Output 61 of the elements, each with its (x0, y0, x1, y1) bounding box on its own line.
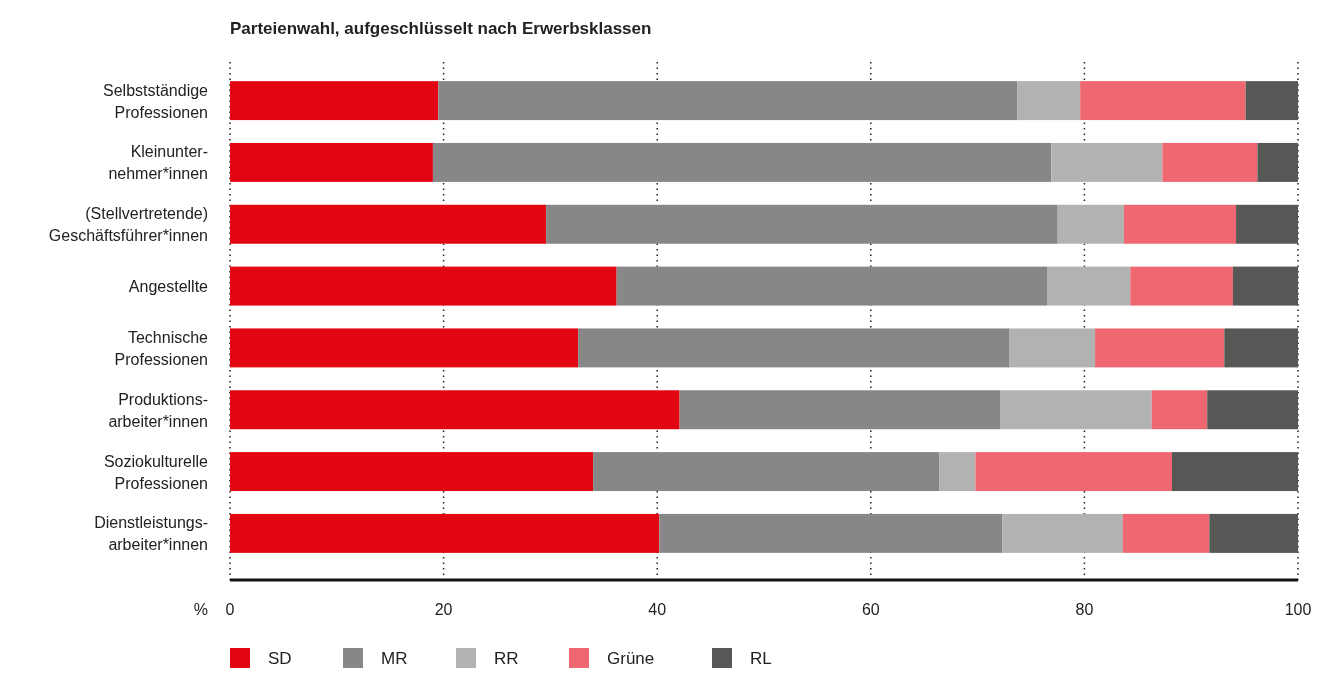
bar (616, 266, 1048, 306)
bar (975, 452, 1172, 492)
y-tick-label: Angestellte (128, 278, 209, 296)
legend-label: RR (494, 649, 519, 668)
x-axis-title: % (193, 601, 208, 618)
bar (1017, 81, 1081, 121)
bar (1095, 328, 1225, 368)
x-tick-label: 0 (225, 601, 235, 618)
legend-label: Grüne (607, 649, 655, 668)
bar (230, 81, 439, 121)
bar (1236, 204, 1298, 244)
bar (679, 390, 1001, 430)
bar (1257, 142, 1298, 182)
y-tick-label: Produktions- arbeiter*innen (108, 390, 208, 430)
y-tick-label: Soziokulturelle Professionen (103, 452, 209, 492)
x-tick-label: 20 (434, 601, 453, 618)
x-tick-label: 40 (648, 601, 667, 618)
bar (230, 390, 680, 430)
bar (593, 452, 940, 492)
bar (230, 328, 579, 368)
bar (939, 452, 976, 492)
chart-title: Parteienwahl, aufgeschlüsselt nach Erwerbsklassen (230, 19, 652, 38)
bar (230, 142, 433, 182)
bar (1245, 81, 1298, 121)
bar (1051, 142, 1163, 182)
bar (546, 204, 1058, 244)
bar (230, 452, 594, 492)
y-tick-label: Dienstleistungs- arbeiter*innen (94, 514, 208, 554)
bar (1047, 266, 1131, 306)
bar (1002, 513, 1123, 553)
y-tick-label: (Stellvertretende) Geschäftsführer*innen (48, 205, 208, 245)
bar (1224, 328, 1298, 368)
bar (1009, 328, 1096, 368)
bar (230, 204, 547, 244)
legend-label: SD (268, 649, 292, 668)
bar (1151, 390, 1208, 430)
x-tick-label: 60 (861, 601, 880, 618)
y-tick-label: Technische Professionen (114, 328, 209, 368)
bar (578, 328, 1010, 368)
bar (230, 266, 617, 306)
bar (1123, 204, 1237, 244)
bar (1232, 266, 1298, 306)
bar (1000, 390, 1152, 430)
legend-label: MR (381, 649, 408, 668)
legend-label: RL (750, 649, 772, 668)
y-tick-label: Kleinunter- nehmer*innen (108, 143, 208, 183)
bar (438, 81, 1018, 121)
bar (1209, 513, 1298, 553)
bar (1162, 142, 1258, 182)
bar (1122, 513, 1210, 553)
bar (1080, 81, 1246, 121)
bar (432, 142, 1052, 182)
x-tick-label: 80 (1075, 601, 1094, 618)
x-tick-label: 100 (1284, 601, 1312, 618)
bar (230, 513, 660, 553)
bar (1207, 390, 1298, 430)
bar (1171, 452, 1298, 492)
bar (659, 513, 1003, 553)
bar (1057, 204, 1124, 244)
bar (1130, 266, 1233, 306)
y-tick-label: Selbstständige Professionen (103, 81, 209, 121)
